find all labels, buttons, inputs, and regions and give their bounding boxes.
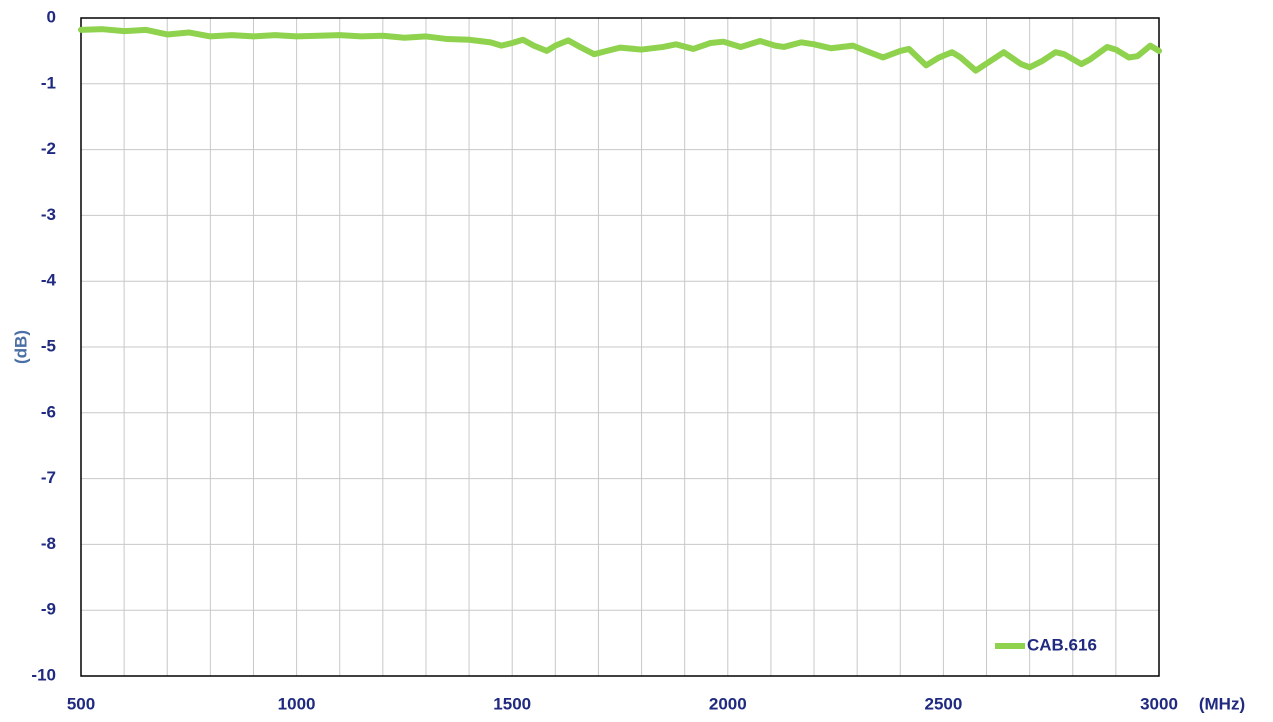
y-tick-label: -1 (41, 73, 56, 92)
x-tick-label: 1500 (493, 694, 531, 713)
y-tick-label: -4 (41, 271, 57, 290)
y-tick-label: -9 (41, 600, 56, 619)
y-tick-label: -7 (41, 468, 56, 487)
y-tick-label: -6 (41, 402, 56, 421)
legend-label: CAB.616 (1027, 635, 1097, 654)
y-tick-label: -5 (41, 336, 56, 355)
x-tick-label: 1000 (278, 694, 316, 713)
x-tick-label: 3000 (1140, 694, 1178, 713)
x-axis-unit: (MHz) (1199, 694, 1245, 713)
y-tick-label: -10 (31, 665, 56, 684)
y-axis-title: (dB) (11, 330, 30, 364)
x-tick-label: 500 (67, 694, 95, 713)
plot-frame (80, 17, 1160, 677)
data-line (78, 26, 1162, 74)
y-tick-label: -8 (41, 534, 56, 553)
x-tick-label: 2000 (709, 694, 747, 713)
y-tick-label: 0 (47, 7, 56, 26)
y-tick-label: -3 (41, 205, 56, 224)
y-tick-label: -2 (41, 139, 56, 158)
x-tick-label: 2500 (924, 694, 962, 713)
